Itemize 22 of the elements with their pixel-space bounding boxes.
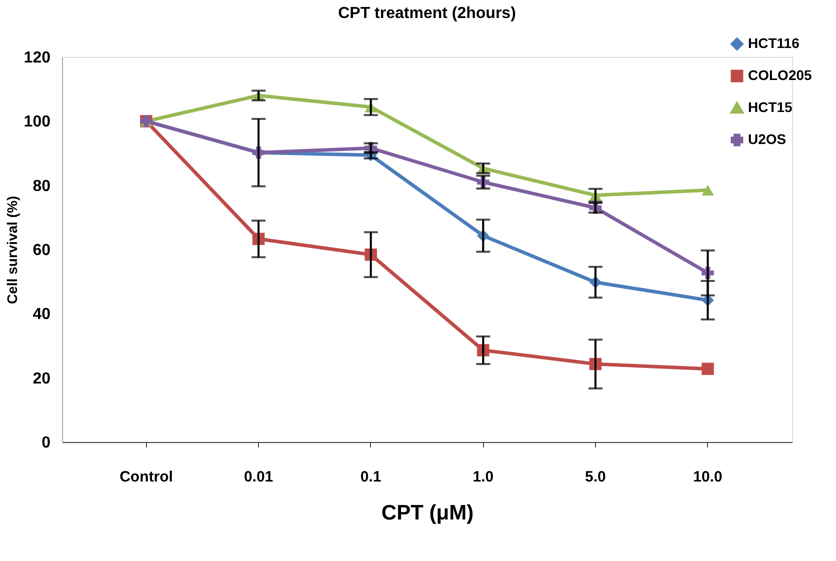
x-tick-label: 1.0 [472, 468, 494, 486]
y-tick-label: 80 [32, 178, 51, 195]
y-tick-label: 20 [32, 370, 51, 388]
x-tick-label: Control [120, 468, 173, 486]
x-tick-label: 10.0 [693, 468, 722, 486]
point [702, 362, 714, 375]
y-tick-label: 100 [24, 114, 51, 131]
legend-label: HCT116 [748, 35, 800, 51]
x-axis-title: CPT (μM) [381, 502, 474, 524]
y-tick-label: 0 [42, 434, 51, 452]
y-tick-label: 120 [24, 50, 51, 66]
x-tick-label: 0.01 [244, 468, 274, 486]
chart-title: CPT treatment (2hours) [338, 5, 516, 22]
x-tick-label: 0.1 [360, 468, 382, 486]
legend-label: U2OS [748, 131, 786, 147]
legend-label: HCT15 [748, 99, 793, 115]
y-tick-label: 60 [32, 242, 51, 259]
point [702, 184, 714, 196]
y-tick-label: 40 [32, 306, 51, 324]
y-axis-title: Cell survival (%) [4, 196, 20, 304]
x-tick-label: 5.0 [585, 468, 606, 486]
legend-label: COLO205 [748, 67, 812, 83]
